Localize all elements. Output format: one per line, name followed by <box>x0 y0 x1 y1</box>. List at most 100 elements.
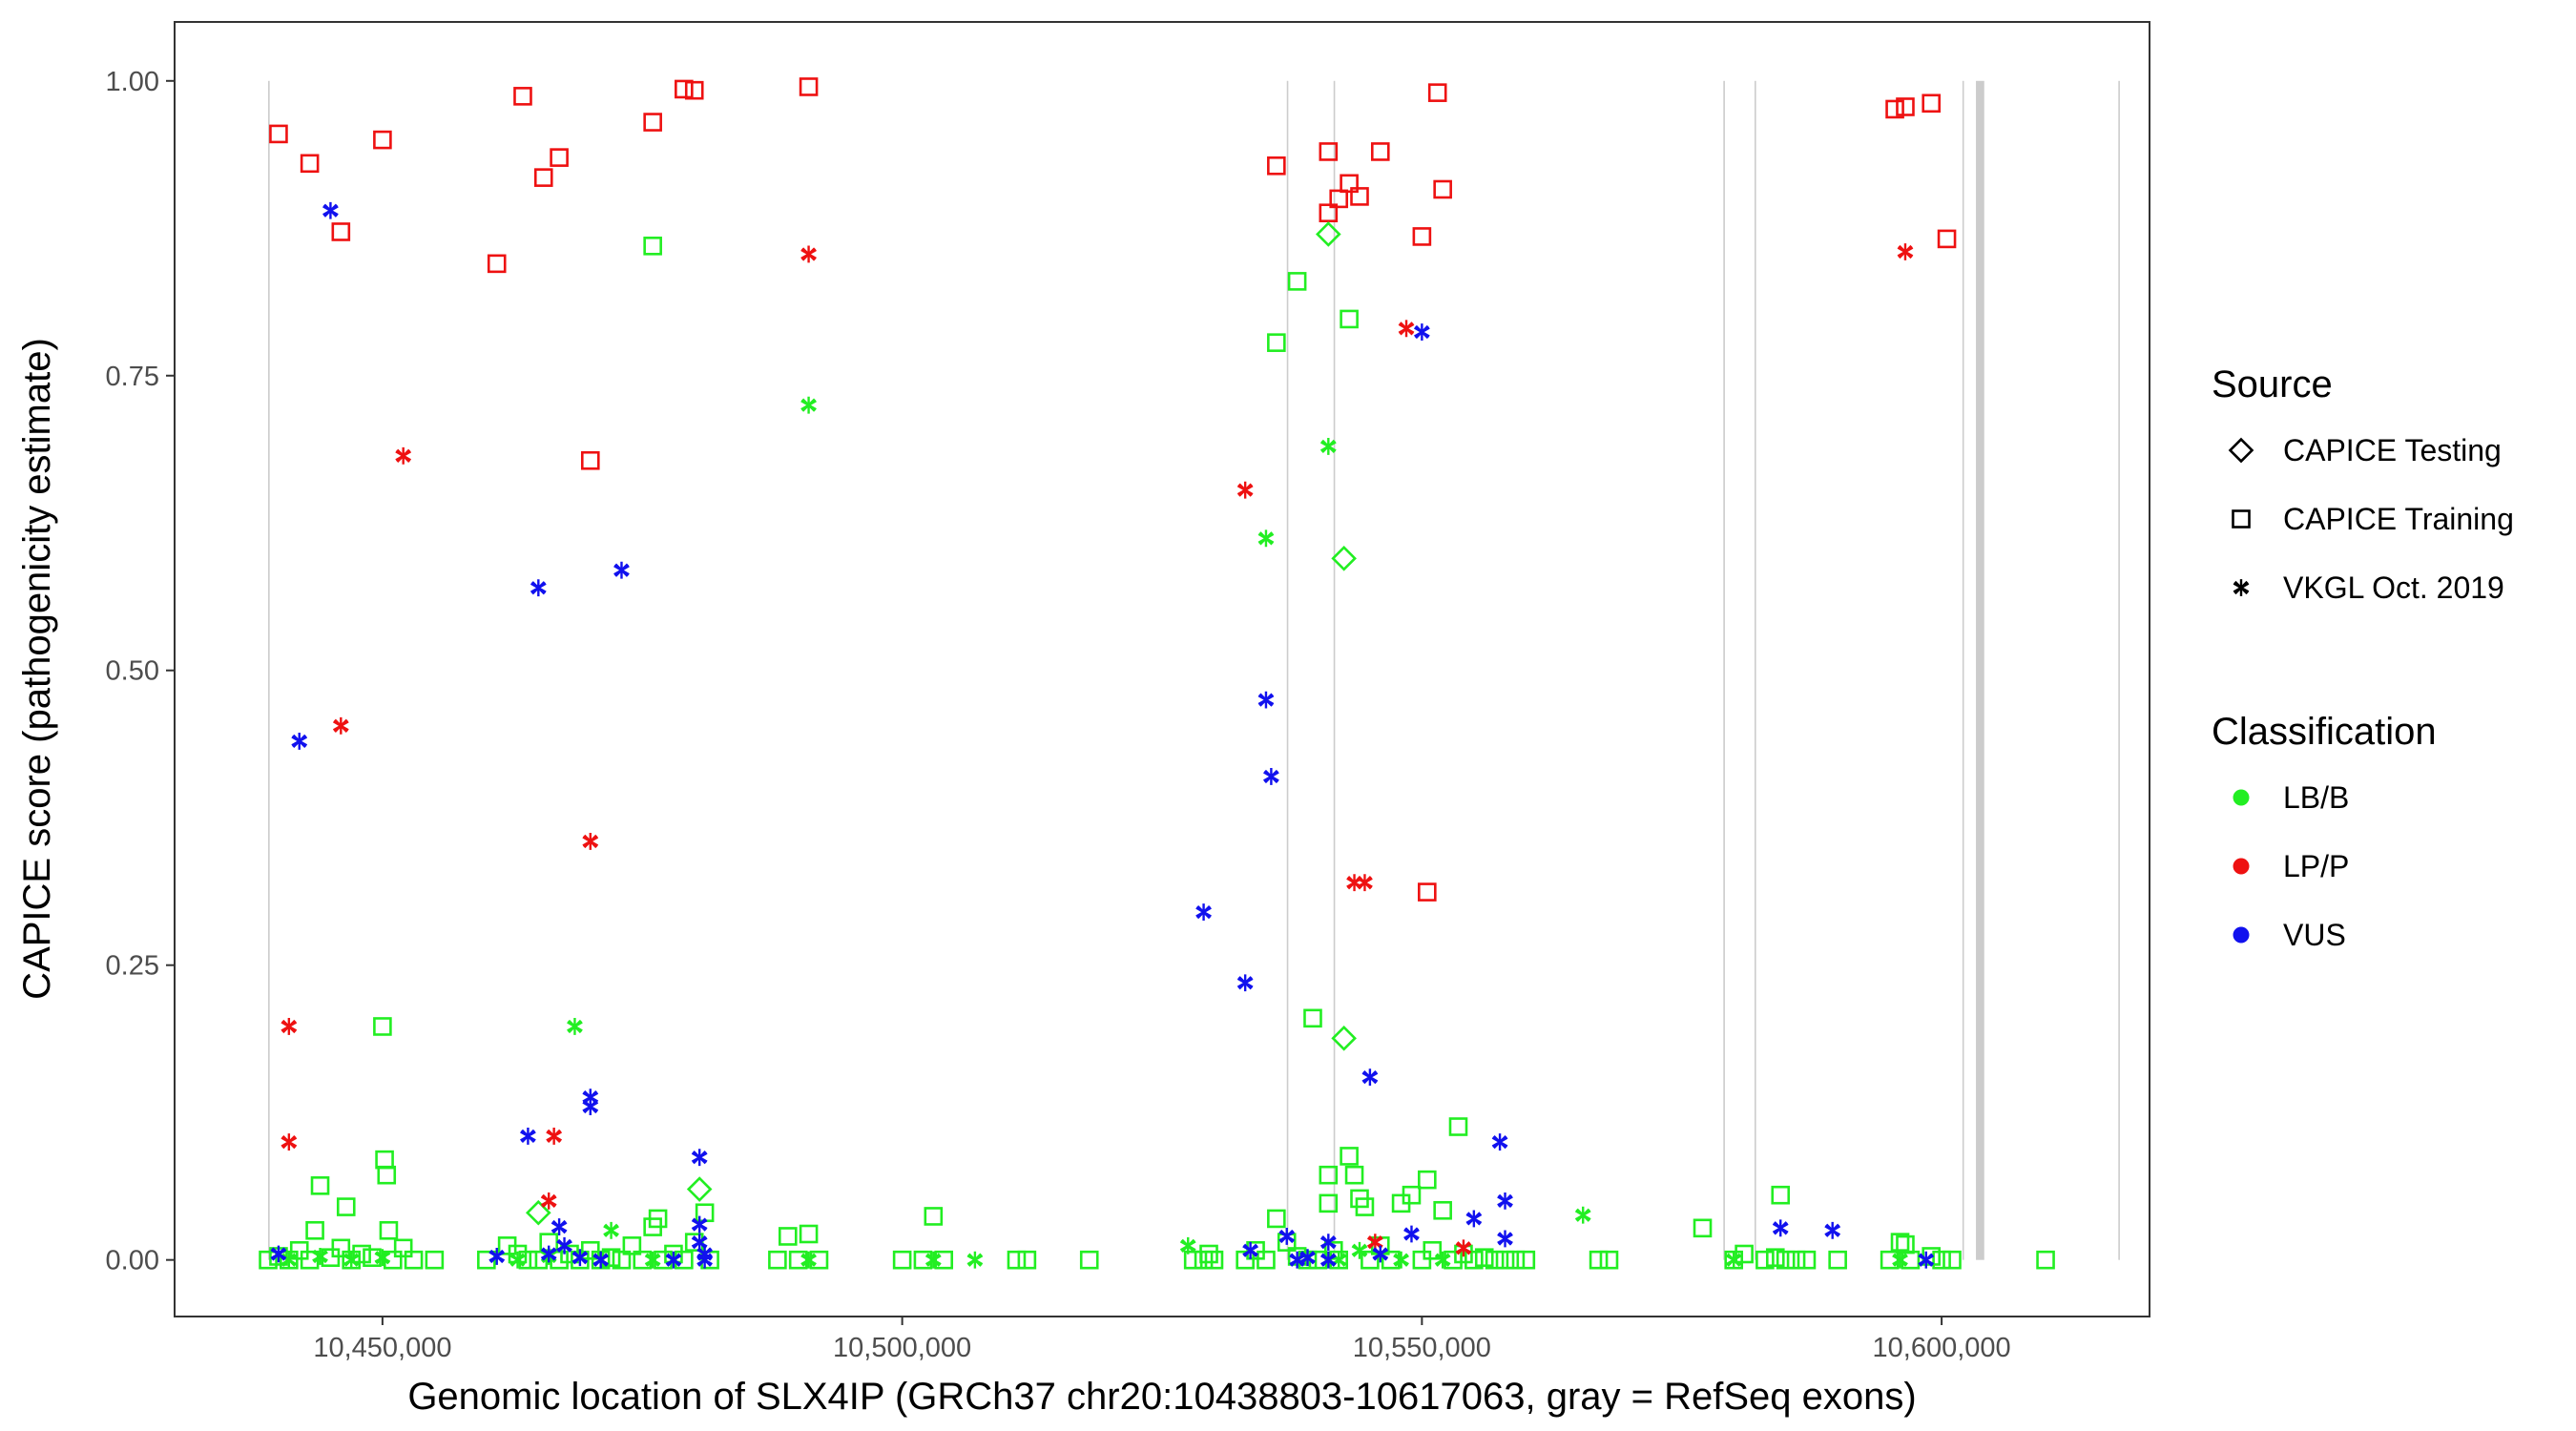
point-capice-training-lb-b-102 <box>1693 1218 1713 1238</box>
point-capice-training-lp-p-27 <box>1922 93 1942 114</box>
point-capice-training-lb-b-31 <box>580 1240 600 1260</box>
point-capice-training-lb-b-34 <box>612 1250 632 1270</box>
point-vkgl-oct-2019-vus-41 <box>1918 1251 1935 1269</box>
point-vkgl-oct-2019-vus-34 <box>1414 323 1430 341</box>
point-vkgl-oct-2019-lp-p-14 <box>1455 1239 1472 1257</box>
point-vkgl-oct-2019-vus-22 <box>1236 974 1254 992</box>
point-capice-training-lb-b-75 <box>1323 1240 1343 1260</box>
x-tick-label: 10,500,000 <box>833 1333 971 1363</box>
point-capice-training-lb-b-94 <box>1465 1250 1484 1270</box>
x-tick-label: 10,600,000 <box>1873 1333 2011 1363</box>
point-capice-training-lb-b-51 <box>892 1250 912 1270</box>
point-vkgl-oct-2019-vus-8 <box>551 1218 568 1235</box>
point-vkgl-oct-2019-vus-25 <box>1263 768 1279 785</box>
point-vkgl-oct-2019-vus-23 <box>1242 1241 1258 1259</box>
legend-source-label: CAPICE Training <box>2283 502 2514 536</box>
point-capice-training-lb-b-110 <box>1797 1250 1817 1270</box>
point-capice-training-lb-b-95 <box>1474 1248 1494 1268</box>
point-vkgl-oct-2019-lb-b-24 <box>1892 1251 1908 1269</box>
point-vkgl-oct-2019-lb-b-13 <box>924 1251 942 1269</box>
point-vkgl-oct-2019-vus-38 <box>1497 1230 1513 1248</box>
legend-source-label: VKGL Oct. 2019 <box>2283 570 2504 605</box>
point-capice-training-lb-b-35 <box>622 1236 642 1255</box>
point-vkgl-oct-2019-lb-b-20 <box>1393 1251 1409 1269</box>
point-capice-training-lp-p-24 <box>1433 179 1452 199</box>
point-capice-training-lb-b-64 <box>1257 1250 1276 1270</box>
point-vkgl-oct-2019-vus-39 <box>1772 1219 1789 1237</box>
x-axis: 10,450,000 10,500,000 10,550,000 10,600,000 <box>313 1317 2011 1363</box>
point-vkgl-oct-2019-lb-b-3 <box>343 1251 360 1269</box>
data-points <box>259 77 2055 1270</box>
point-capice-training-lb-b-74 <box>1319 1193 1339 1213</box>
x-tick-label: 10,450,000 <box>313 1333 451 1363</box>
legend-source-label: CAPICE Testing <box>2283 433 2502 467</box>
point-capice-training-lp-p-4 <box>373 130 392 150</box>
point-vkgl-oct-2019-lb-b-2 <box>312 1248 328 1265</box>
point-vkgl-oct-2019-lp-p-5 <box>540 1192 557 1210</box>
point-capice-training-lb-b-90 <box>1433 1200 1452 1220</box>
point-capice-training-lb-b-60 <box>1199 1244 1218 1264</box>
point-capice-training-lb-b-104 <box>1735 1244 1754 1264</box>
point-capice-training-lb-b-119 <box>2036 1250 2055 1270</box>
plot-background <box>175 22 2150 1317</box>
exon-line-8 <box>2118 80 2120 1260</box>
point-vkgl-oct-2019-lb-b-7 <box>567 1018 583 1035</box>
point-vkgl-oct-2019-vus-7 <box>540 1245 557 1263</box>
point-capice-training-lb-b-82 <box>1361 1250 1380 1270</box>
y-tick-label: 1.00 <box>106 67 159 97</box>
legend: Source CAPICE Testing CAPICE Training VKGL… <box>2212 363 2514 952</box>
point-capice-training-lb-b-56 <box>1017 1250 1037 1270</box>
point-vkgl-oct-2019-vus-28 <box>1299 1249 1316 1267</box>
point-capice-training-lb-b-96 <box>1485 1250 1505 1270</box>
point-capice-training-lb-b-7 <box>310 1176 330 1195</box>
point-capice-training-lp-p-28 <box>1937 229 1957 249</box>
point-vkgl-oct-2019-vus-36 <box>1491 1133 1508 1151</box>
point-vkgl-oct-2019-lp-p-13 <box>1398 320 1415 338</box>
point-capice-training-lp-p-11 <box>675 79 694 99</box>
point-capice-training-lb-b-49 <box>799 1224 819 1244</box>
legend-source-title: Source <box>2212 363 2333 405</box>
point-capice-training-lb-b-99 <box>1516 1250 1536 1270</box>
point-vkgl-oct-2019-lb-b-22 <box>1574 1206 1591 1224</box>
exon-line-3 <box>1333 80 1336 1260</box>
legend-classification-title: Classification <box>2212 711 2437 753</box>
point-capice-training-lb-b-20 <box>404 1250 424 1270</box>
legend-key-dot <box>2233 926 2250 944</box>
point-vkgl-oct-2019-vus-27 <box>1289 1251 1305 1269</box>
point-capice-training-lp-p-17 <box>1329 189 1349 209</box>
point-vkgl-oct-2019-vus-4 <box>488 1248 506 1265</box>
point-vkgl-oct-2019-lb-b-17 <box>1319 437 1337 455</box>
point-capice-training-lp-p-26 <box>1896 97 1915 116</box>
point-vkgl-oct-2019-vus-37 <box>1497 1192 1513 1210</box>
point-capice-training-lb-b-73 <box>1319 1165 1339 1185</box>
point-vkgl-oct-2019-vus-17 <box>691 1215 708 1234</box>
point-capice-training-lb-b-4 <box>289 1240 309 1260</box>
point-capice-testing-lb-b-4 <box>1331 546 1357 571</box>
point-capice-training-lb-b-87 <box>1412 1250 1432 1270</box>
point-capice-training-lp-p-18 <box>1340 174 1359 194</box>
legend-key-dot <box>2233 789 2250 806</box>
point-capice-training-lb-b-101 <box>1599 1250 1619 1270</box>
point-capice-training-lp-p-23 <box>1427 83 1447 102</box>
point-vkgl-oct-2019-vus-26 <box>1278 1228 1296 1245</box>
exon-line-5 <box>1755 80 1756 1260</box>
point-capice-training-lp-p-5 <box>487 254 507 274</box>
point-capice-training-lb-b-10 <box>336 1197 356 1216</box>
point-vkgl-oct-2019-lb-b-9 <box>603 1221 619 1239</box>
point-capice-training-lb-b-21 <box>425 1250 445 1270</box>
point-vkgl-oct-2019-lp-p-11 <box>1357 874 1373 892</box>
plot-border <box>174 21 2150 1317</box>
legend-key-diamond <box>2228 437 2254 464</box>
point-vkgl-oct-2019-vus-10 <box>571 1249 589 1267</box>
point-capice-training-lb-b-17 <box>379 1220 399 1240</box>
point-capice-training-lp-p-7 <box>533 168 553 187</box>
point-vkgl-oct-2019-lp-p-3 <box>332 716 349 735</box>
point-vkgl-oct-2019-vus-15 <box>665 1251 682 1269</box>
point-vkgl-oct-2019-vus-20 <box>696 1245 713 1263</box>
point-vkgl-oct-2019-vus-11 <box>582 1089 599 1107</box>
point-capice-training-lp-p-8 <box>550 148 569 167</box>
point-vkgl-oct-2019-lp-p-6 <box>546 1127 563 1145</box>
point-vkgl-oct-2019-lp-p-12 <box>1366 1234 1383 1252</box>
point-vkgl-oct-2019-vus-6 <box>530 579 547 597</box>
